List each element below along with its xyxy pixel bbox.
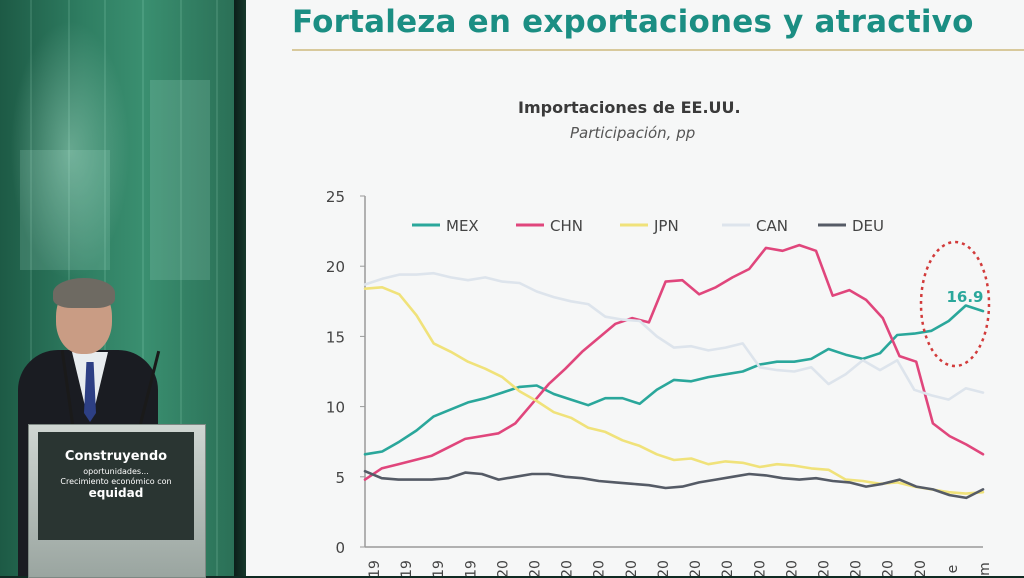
x-tick-label: 19: [463, 560, 479, 576]
x-tick-label: 20: [881, 560, 897, 576]
chart-subtitle: Participación, pp: [570, 124, 696, 142]
x-tick-label: e: [945, 565, 961, 574]
legend-label: DEU: [852, 217, 884, 235]
chart-title: Importaciones de EE.UU.: [518, 98, 741, 117]
x-tick-label: 20: [816, 560, 832, 576]
stage-divider: [234, 0, 246, 576]
backdrop-stripe: [30, 0, 32, 576]
y-tick-label: 25: [326, 188, 345, 206]
x-tick-label: 20: [528, 560, 544, 576]
x-tick-label: 20: [688, 560, 704, 576]
x-tick-label: 20: [752, 560, 768, 576]
y-tick-label: 20: [326, 258, 345, 276]
annotation-circle: [919, 240, 991, 368]
y-tick-label: 10: [326, 399, 345, 417]
podium-line-2: oportunidades...: [83, 467, 149, 476]
x-tick-label: 19: [367, 560, 383, 576]
x-tick-label: 20: [560, 560, 576, 576]
podium-line-4: equidad: [88, 486, 144, 500]
speaker-hair: [53, 278, 115, 308]
legend-label: MEX: [446, 217, 479, 235]
podium-sign: [38, 432, 194, 540]
x-tick-label: 20: [495, 560, 511, 576]
x-tick-label: 20: [624, 560, 640, 576]
x-tick-label: 20: [849, 560, 865, 576]
x-tick-label: 20: [720, 560, 736, 576]
series-line-deu: [363, 469, 985, 500]
x-tick-label: 20: [592, 560, 608, 576]
y-tick-label: 5: [335, 469, 345, 487]
y-tick-label: 15: [326, 328, 345, 346]
series-line-mex: [363, 304, 985, 456]
x-tick-label: 20: [913, 560, 929, 576]
x-tick-label: 20: [784, 560, 800, 576]
x-tick-label: 19: [399, 560, 415, 576]
series-line-chn: [363, 243, 985, 481]
legend-label: JPN: [653, 217, 679, 235]
legend-label: CHN: [550, 217, 583, 235]
backdrop-glow: [10, 20, 130, 280]
annotation-label: 16.9: [946, 288, 983, 306]
podium-line-3: Crecimiento económico con: [60, 477, 172, 486]
backdrop-stripe: [142, 0, 144, 576]
legend-label: CAN: [756, 217, 788, 235]
backdrop-stripe: [216, 0, 218, 576]
y-tick-label: 0: [335, 539, 345, 557]
slide-title: Fortaleza en exportaciones y atractivo: [292, 4, 974, 40]
series-line-jpn: [363, 285, 985, 495]
title-rule: [292, 49, 1024, 51]
series-line-can: [363, 271, 985, 401]
x-tick-label: m: [977, 562, 993, 576]
x-tick-label: 20: [656, 560, 672, 576]
speaker-tie: [84, 362, 96, 422]
backdrop-building: [150, 80, 210, 280]
backdrop-building: [20, 150, 110, 270]
backdrop-stripe: [180, 0, 182, 576]
stage-backdrop: [0, 0, 240, 576]
podium-line-1: Construyendo: [64, 449, 168, 464]
x-tick-label: 19: [431, 560, 447, 576]
